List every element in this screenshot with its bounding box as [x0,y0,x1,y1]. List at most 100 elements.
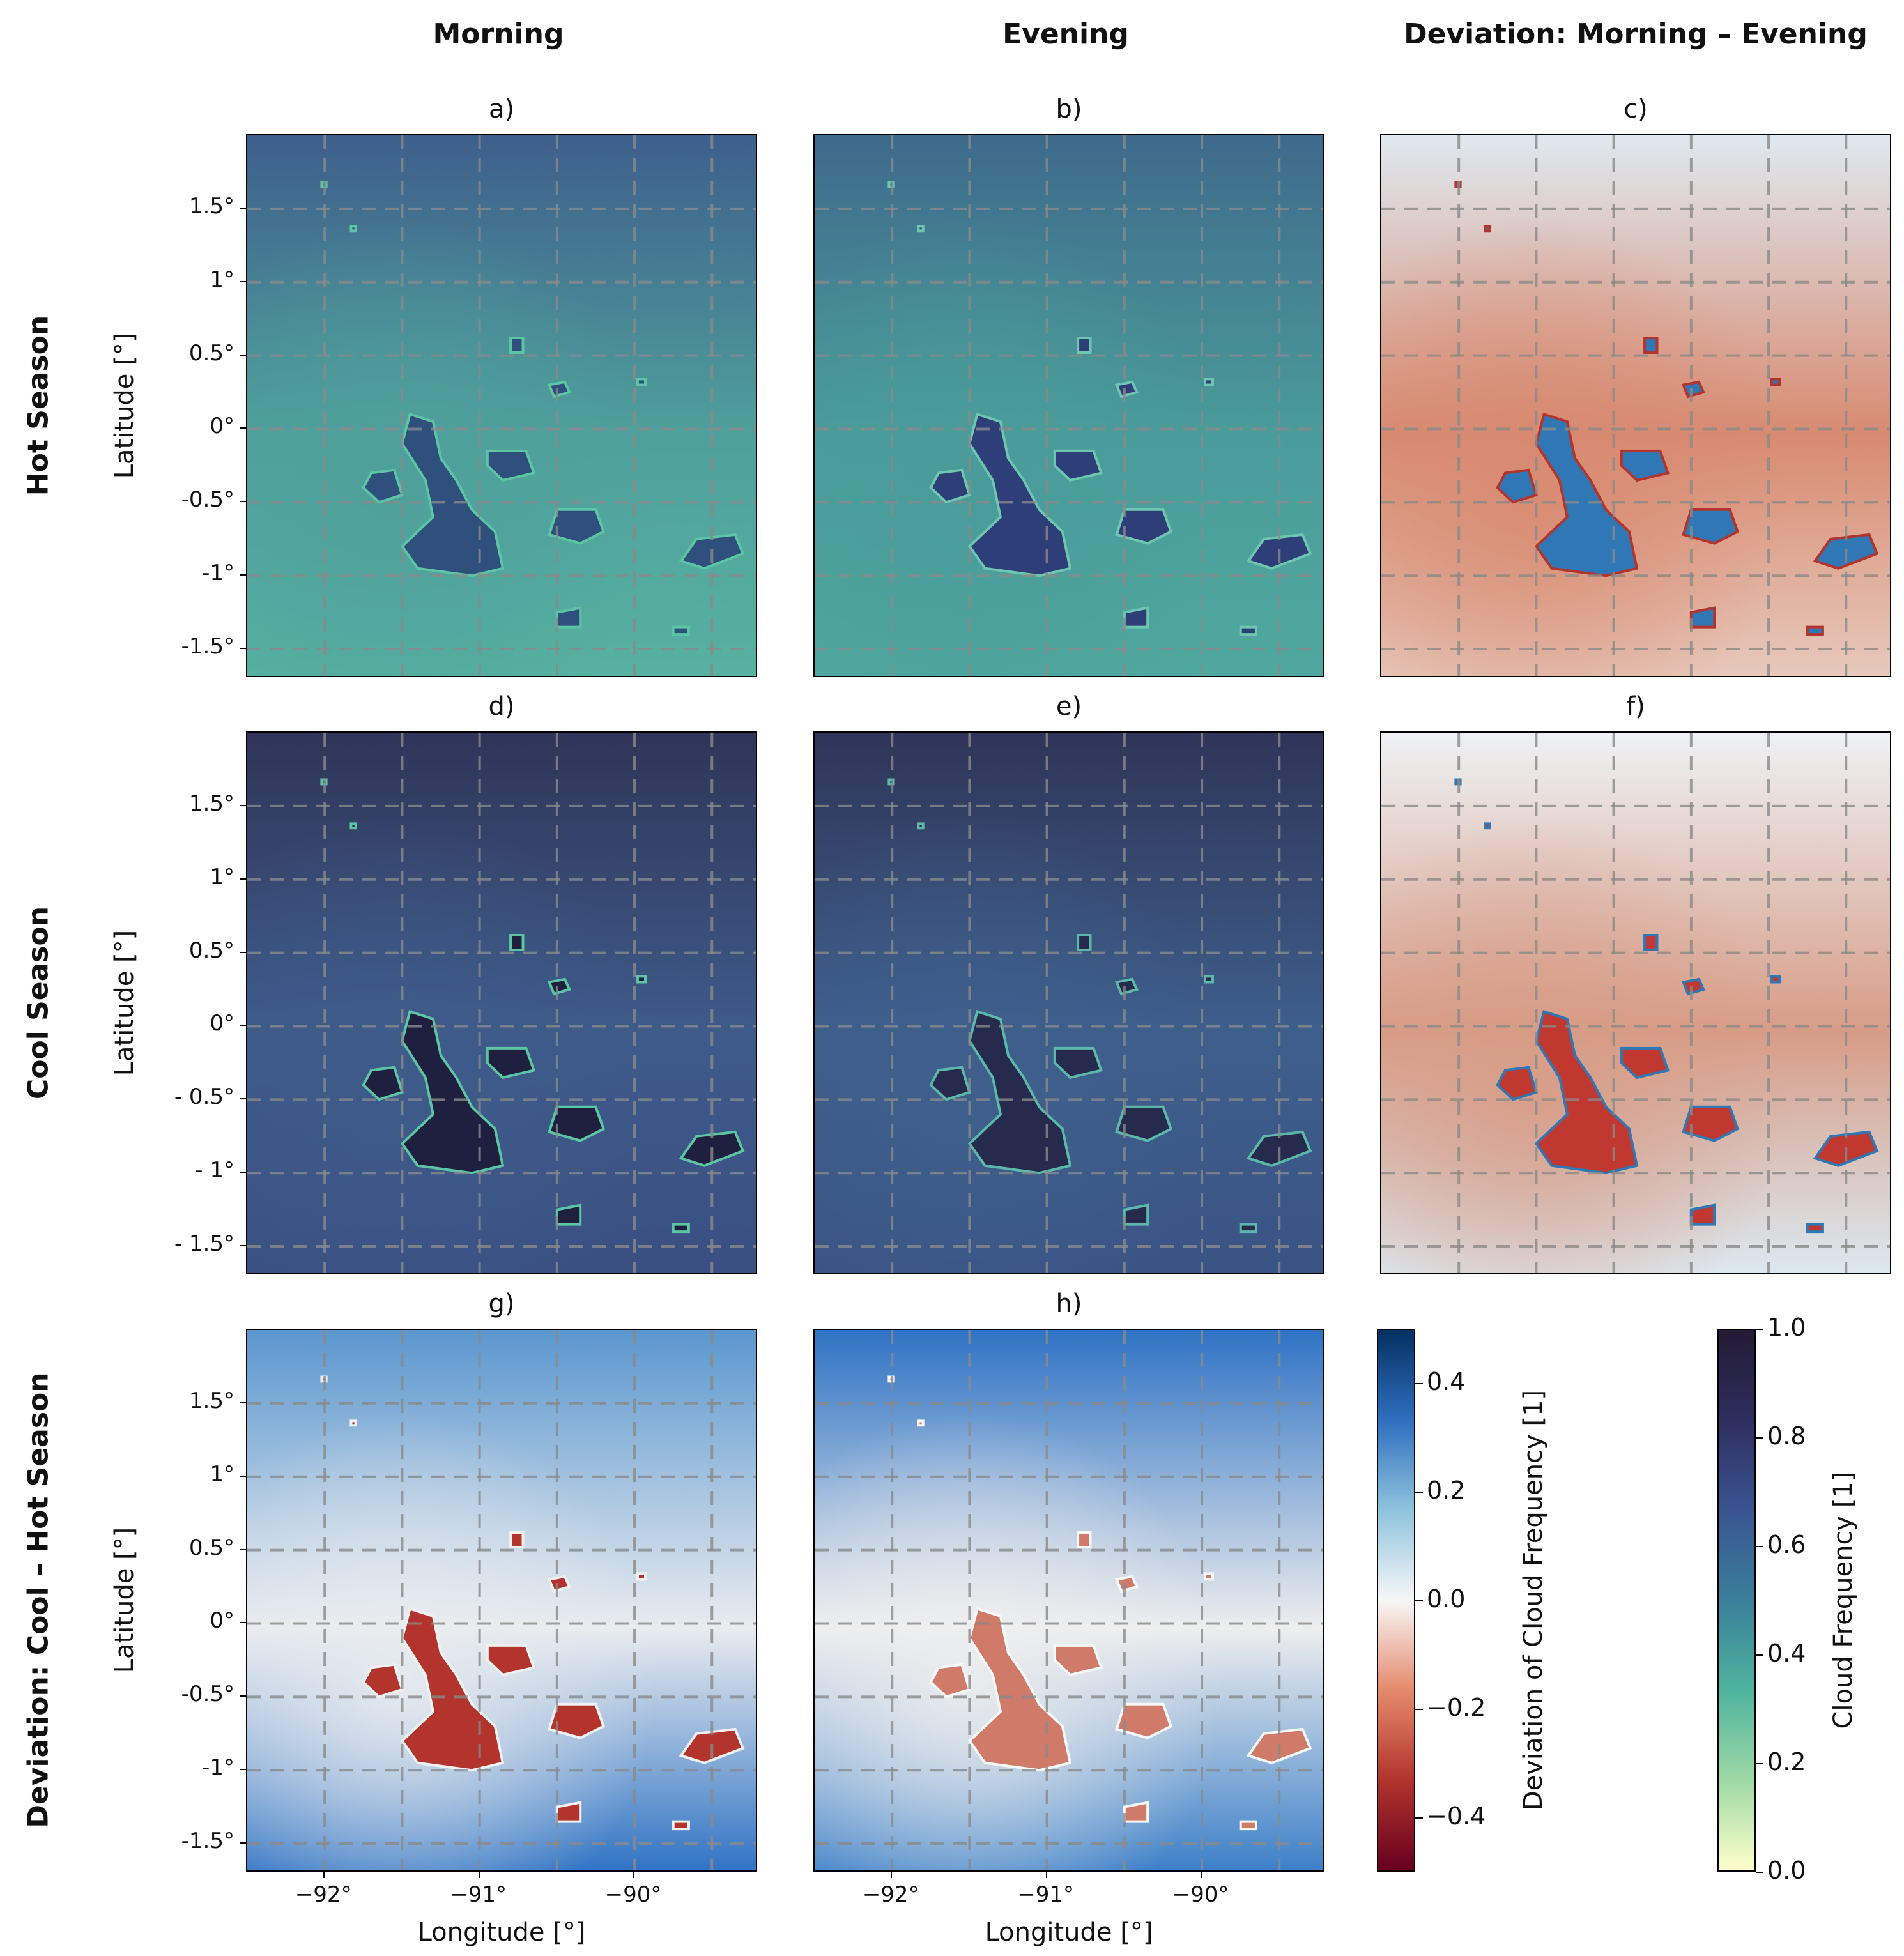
island-genovesa [636,975,647,984]
island-isabela [967,1009,1072,1175]
island-pinta [1643,934,1659,951]
field-anomaly [815,1330,1323,1870]
island-fernandina [362,468,404,504]
island-fernandina [929,1663,971,1699]
y-tick-label: 1.5° [188,1387,234,1414]
y-tick-mark [240,1172,246,1173]
x-tick-mark [1045,1872,1047,1878]
y-axis-label: Latitude [°] [110,929,139,1076]
island-floreana [555,1801,582,1823]
y-tick-label: 0.5° [188,1534,234,1561]
colorbar-tick-label: −0.4 [1427,1802,1486,1830]
island-santa-cruz [1682,508,1740,545]
colorbar-tick-mark [1756,1872,1763,1873]
island-floreana [555,606,582,629]
y-tick-label: 0° [210,1608,234,1634]
colorbar-tick-label: 0.8 [1767,1422,1806,1450]
colorbar-tick-mark [1756,1329,1763,1330]
panel-label-c: c) [1624,95,1648,124]
island-santiago [486,449,536,482]
x-tick-mark [323,1872,325,1878]
island-genovesa [1203,975,1214,984]
island-pinta [509,337,525,354]
colorbar-tick-label: 0.6 [1767,1531,1806,1559]
island-santiago [486,1644,536,1677]
x-axis-label: Longitude [°] [985,1918,1153,1947]
island-santa-cruz [548,1105,606,1142]
x-tick-mark [478,1872,480,1878]
x-tick-label: −92° [295,1882,352,1907]
island-pinta [1643,337,1659,354]
island-pinta [509,934,525,951]
y-tick-mark [240,207,246,209]
y-tick-label: 1° [210,864,234,890]
island-santa-cruz [1115,1105,1173,1142]
y-tick-mark [240,574,246,576]
field-anomaly [815,135,1323,676]
island-espanola [672,625,690,636]
island-santiago [486,1046,536,1080]
row-title-hot-season: Hot Season [22,315,55,496]
y-tick-mark [240,1098,246,1100]
field-anomaly [1381,733,1890,1273]
map-panel-a [246,134,757,677]
island-fernandina [1496,1066,1538,1101]
map-image [1381,733,1890,1273]
y-tick-mark [240,1842,246,1844]
x-tick-label: −92° [862,1882,919,1907]
island-espanola [672,1223,690,1234]
island-floreana [1123,606,1149,629]
island-fernandina [929,468,971,504]
map-panel-c [1380,134,1891,677]
field-anomaly [1381,135,1890,676]
island-espanola [1239,625,1257,636]
panel-label-g: g) [488,1289,515,1318]
y-tick-mark [240,1769,246,1771]
colorbar-tick-mark [1415,1492,1423,1493]
y-tick-mark [240,501,246,503]
y-tick-mark [240,1475,246,1477]
island-espanola [1239,1223,1257,1234]
island-wolf [349,822,357,830]
y-tick-label: - 1° [195,1158,234,1184]
y-tick-label: 0° [210,413,234,439]
row-title-cool-season: Cool Season [22,906,55,1100]
island-pinta [1077,337,1092,354]
island-floreana [1689,606,1716,629]
map-image [1381,135,1890,676]
island-santa-cruz [1682,1105,1740,1142]
y-tick-mark [240,1622,246,1624]
island-genovesa [636,1572,647,1581]
y-tick-mark [240,1695,246,1697]
x-tick-mark [891,1872,893,1878]
cloud-frequency-colorbar-label: Cloud Frequency [1] [1829,1471,1858,1729]
map-image [247,733,756,1273]
y-tick-mark [240,1402,246,1403]
island-marchena [547,1575,571,1593]
panel-label-e: e) [1056,692,1082,721]
island-genovesa [1203,1572,1214,1581]
colorbar-tick-mark [1415,1600,1423,1601]
island-santa-cruz [1115,508,1173,545]
x-tick-label: −90° [604,1882,662,1907]
colorbar-tick-label: 1.0 [1767,1313,1806,1341]
island-wolf [917,822,925,830]
y-tick-mark [240,648,246,650]
island-wolf [349,1419,357,1427]
island-isabela [400,1009,505,1175]
colorbar-tick-label: −0.2 [1427,1693,1486,1722]
x-tick-label: −90° [1172,1882,1229,1907]
y-tick-label: - 1.5° [174,1231,234,1257]
island-marchena [1114,1575,1139,1593]
island-isabela [400,412,505,577]
panel-label-h: h) [1056,1289,1082,1318]
island-isabela [400,1607,505,1772]
y-tick-label: 1.5° [188,790,234,816]
island-floreana [1123,1801,1149,1823]
x-tick-mark [1201,1872,1202,1878]
island-fernandina [362,1066,404,1101]
y-tick-mark [240,354,246,356]
y-tick-label: -1.5° [181,634,234,660]
island-santiago [1620,449,1670,482]
island-espanola [1806,1223,1824,1234]
